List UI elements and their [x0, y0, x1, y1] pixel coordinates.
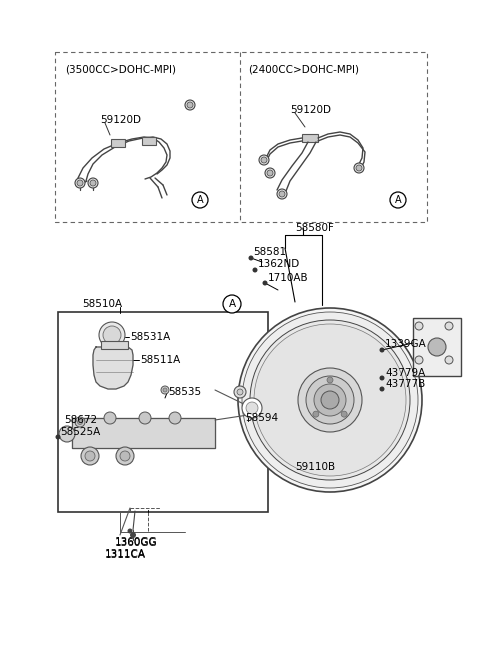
Circle shape: [104, 412, 116, 424]
Text: A: A: [395, 195, 401, 205]
Circle shape: [415, 322, 423, 330]
Bar: [302, 134, 318, 142]
Circle shape: [380, 386, 384, 392]
Circle shape: [327, 377, 333, 383]
Circle shape: [88, 178, 98, 188]
Circle shape: [85, 451, 95, 461]
Text: (3500CC>DOHC-MPI): (3500CC>DOHC-MPI): [65, 64, 176, 74]
Text: 59110B: 59110B: [295, 462, 335, 472]
Circle shape: [223, 295, 241, 313]
Circle shape: [234, 386, 246, 398]
Circle shape: [246, 402, 258, 414]
Text: 59120D: 59120D: [290, 105, 331, 115]
Circle shape: [242, 312, 418, 488]
Circle shape: [445, 322, 453, 330]
Circle shape: [321, 391, 339, 409]
Circle shape: [103, 326, 121, 344]
Circle shape: [356, 165, 362, 171]
Circle shape: [263, 281, 267, 285]
Circle shape: [81, 447, 99, 465]
Circle shape: [390, 192, 406, 208]
Circle shape: [254, 324, 406, 476]
Circle shape: [415, 356, 423, 364]
Circle shape: [252, 268, 257, 272]
Text: 1311CA: 1311CA: [105, 549, 146, 559]
Circle shape: [75, 178, 85, 188]
Text: 58580F: 58580F: [295, 223, 334, 233]
Circle shape: [277, 189, 287, 199]
Text: 1362ND: 1362ND: [258, 259, 300, 269]
Circle shape: [380, 375, 384, 380]
Circle shape: [313, 411, 319, 417]
Circle shape: [99, 322, 125, 348]
Text: 58672: 58672: [64, 415, 97, 425]
Text: (2400CC>DOHC-MPI): (2400CC>DOHC-MPI): [248, 64, 359, 74]
Text: 59120D: 59120D: [100, 115, 141, 125]
Circle shape: [139, 412, 151, 424]
Circle shape: [130, 532, 136, 538]
Circle shape: [238, 308, 422, 492]
Circle shape: [75, 417, 85, 427]
Text: 43779A: 43779A: [385, 368, 425, 378]
Text: 1311CA: 1311CA: [105, 550, 146, 560]
Polygon shape: [72, 418, 215, 448]
Circle shape: [242, 398, 262, 418]
Circle shape: [261, 157, 267, 163]
Circle shape: [120, 451, 130, 461]
Text: 43777B: 43777B: [385, 379, 425, 389]
Circle shape: [265, 168, 275, 178]
Circle shape: [249, 255, 253, 260]
Circle shape: [445, 356, 453, 364]
Text: 58594: 58594: [245, 413, 278, 423]
Circle shape: [237, 389, 243, 395]
Circle shape: [163, 388, 167, 392]
Circle shape: [128, 529, 132, 533]
Bar: [101, 341, 128, 349]
Text: 58510A: 58510A: [82, 299, 122, 309]
Circle shape: [77, 180, 83, 186]
Circle shape: [428, 338, 446, 356]
Bar: [111, 139, 125, 147]
Text: 1339GA: 1339GA: [385, 339, 427, 349]
Circle shape: [279, 191, 285, 197]
Text: 1360GG: 1360GG: [115, 538, 157, 548]
Bar: [58, 312, 268, 512]
Circle shape: [267, 170, 273, 176]
Bar: [55, 52, 427, 222]
Circle shape: [259, 155, 269, 165]
Text: A: A: [228, 299, 236, 309]
Text: A: A: [197, 195, 204, 205]
Circle shape: [161, 386, 169, 394]
Circle shape: [116, 447, 134, 465]
Text: 1360GG: 1360GG: [115, 537, 157, 547]
Circle shape: [341, 411, 347, 417]
Circle shape: [250, 320, 410, 480]
Text: 58581: 58581: [253, 247, 286, 257]
Circle shape: [354, 163, 364, 173]
Bar: [413, 318, 461, 376]
Text: 1710AB: 1710AB: [268, 273, 309, 283]
Circle shape: [90, 180, 96, 186]
Text: 58535: 58535: [168, 387, 201, 397]
Circle shape: [59, 426, 75, 442]
Circle shape: [56, 434, 60, 440]
Circle shape: [192, 192, 208, 208]
Circle shape: [77, 419, 83, 424]
Circle shape: [306, 376, 354, 424]
Circle shape: [187, 102, 193, 108]
Bar: [142, 137, 156, 145]
Circle shape: [185, 100, 195, 110]
Text: 58525A: 58525A: [60, 427, 100, 437]
Circle shape: [298, 368, 362, 432]
Circle shape: [169, 412, 181, 424]
Circle shape: [380, 348, 384, 352]
Text: 58531A: 58531A: [130, 332, 170, 342]
Text: 58511A: 58511A: [140, 355, 180, 365]
Circle shape: [314, 384, 346, 416]
Polygon shape: [93, 347, 133, 389]
